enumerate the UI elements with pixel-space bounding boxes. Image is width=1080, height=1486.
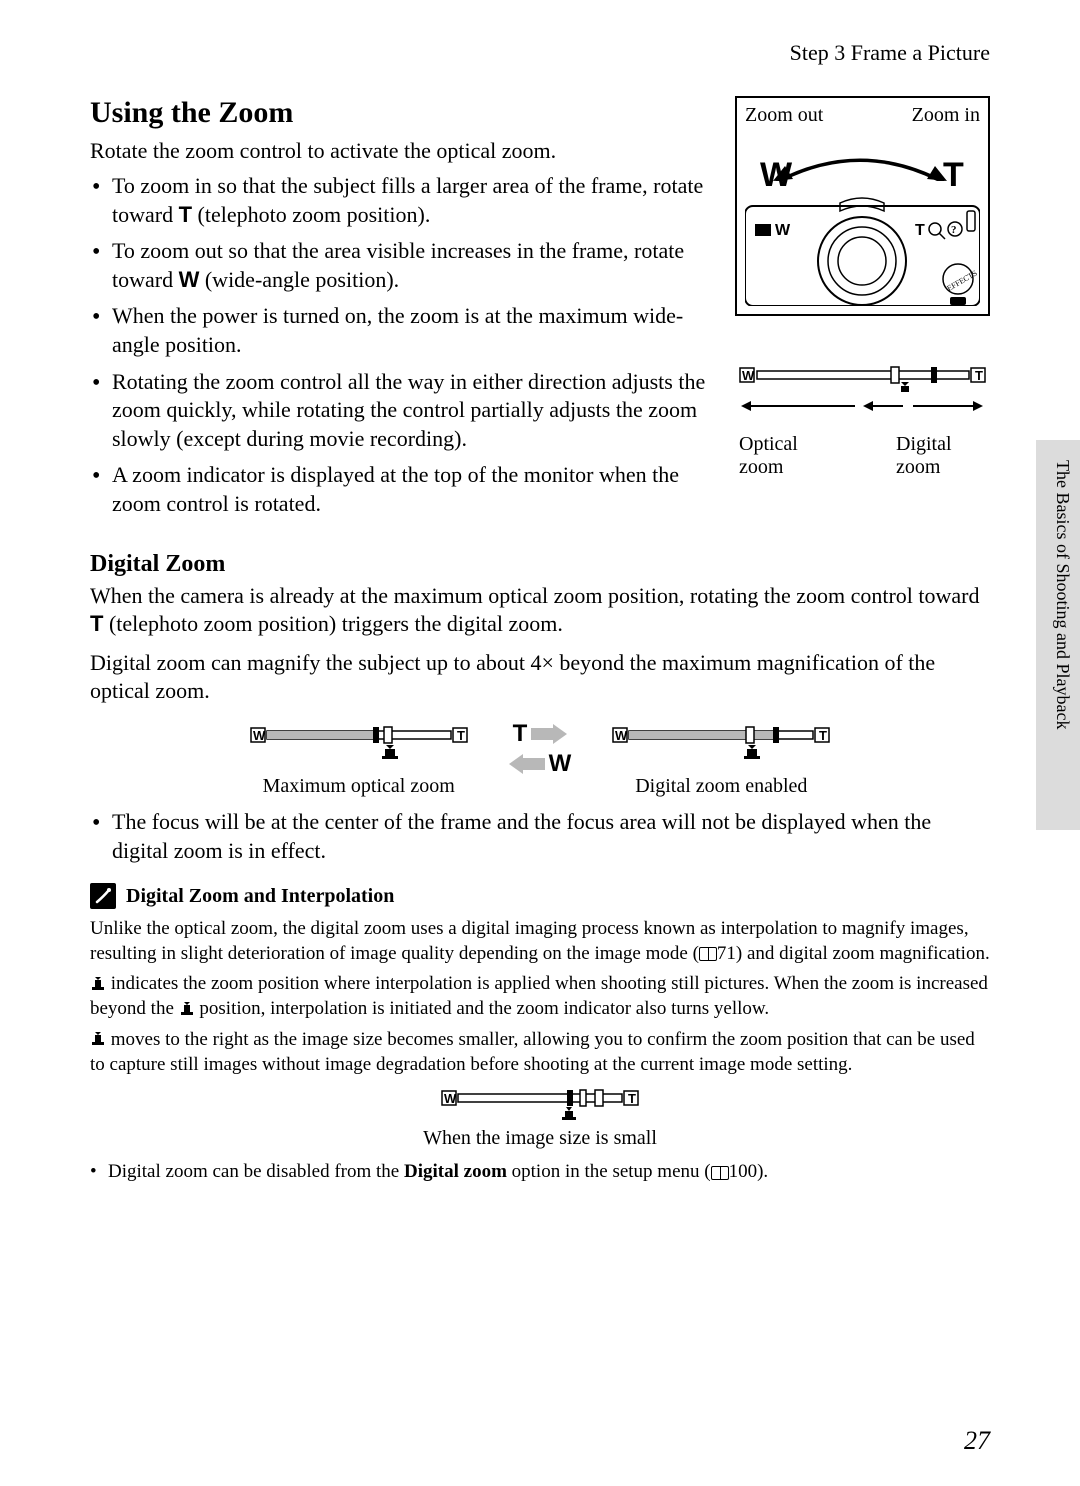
paragraph: Digital zoom can magnify the subject up … [90, 649, 990, 706]
page-header: Step 3 Frame a Picture [90, 40, 990, 66]
zoom-indicator-diagram: W T Optical zoom Digital zoom [735, 364, 990, 479]
note-paragraph: indicates the zoom position where interp… [90, 972, 990, 1021]
svg-text:W: W [444, 1091, 457, 1106]
side-tab-text: The Basics of Shooting and Playback [1052, 460, 1073, 729]
diagrams-column: Zoom out Zoom in W T W T [735, 96, 990, 527]
note-icon [90, 883, 116, 909]
bullet-item: The focus will be at the center of the f… [112, 808, 990, 865]
marker-icon [90, 977, 106, 993]
svg-text:?: ? [951, 224, 957, 236]
camera-diagram: Zoom out Zoom in W T W T [735, 96, 990, 316]
small-bar-diagram: W T When the image size is small [90, 1087, 990, 1150]
t-label: T [943, 156, 964, 194]
bullet-item: Rotating the zoom control all the way in… [112, 368, 715, 454]
page-number: 27 [964, 1426, 990, 1456]
svg-text:T: T [457, 728, 465, 743]
zoom-comparison-row: W T Maximum optical zoom T W W T [90, 720, 990, 798]
svg-text:T: T [975, 368, 983, 383]
note-bullet: Digital zoom can be disabled from the Di… [90, 1160, 990, 1185]
svg-text:W: W [742, 368, 755, 383]
bullet-list: To zoom in so that the subject fills a l… [90, 172, 715, 519]
zoom-out-label: Zoom out [745, 104, 823, 127]
svg-text:T: T [915, 222, 925, 239]
bullet-item: A zoom indicator is displayed at the top… [112, 461, 682, 518]
w-label: W [760, 156, 793, 194]
camera-svg: W T W T ? EFFECTS [745, 131, 980, 306]
svg-text:T: T [628, 1091, 636, 1106]
bullet-item: When the power is turned on, the zoom is… [112, 302, 715, 359]
svg-text:W: W [775, 222, 791, 239]
book-icon [711, 1166, 729, 1180]
note-header: Digital Zoom and Interpolation [90, 883, 990, 909]
note-paragraph: Unlike the optical zoom, the digital zoo… [90, 917, 990, 966]
subsection-title: Digital Zoom [90, 551, 990, 578]
tw-arrows: T W [509, 720, 572, 778]
digital-enabled-bar: W T Digital zoom enabled [611, 724, 831, 798]
bullet-item: To zoom in so that the subject fills a l… [112, 172, 715, 229]
marker-icon [179, 1002, 195, 1018]
svg-text:EFFECTS: EFFECTS [945, 268, 978, 292]
indicator-svg: W T [735, 364, 990, 424]
book-icon [699, 947, 717, 961]
svg-text:W: W [615, 728, 628, 743]
svg-text:T: T [819, 728, 827, 743]
section-title: Using the Zoom [90, 96, 715, 130]
zoom-in-label: Zoom in [912, 104, 980, 127]
max-optical-bar: W T Maximum optical zoom [249, 724, 469, 798]
digital-zoom-label: Digital zoom [896, 433, 986, 479]
bullet-list-2: The focus will be at the center of the f… [90, 808, 990, 865]
note-title: Digital Zoom and Interpolation [126, 885, 394, 908]
note-paragraph: moves to the right as the image size bec… [90, 1028, 990, 1077]
bullet-item: To zoom out so that the area visible inc… [112, 237, 715, 294]
intro-text: Rotate the zoom control to activate the … [90, 138, 715, 164]
svg-text:W: W [253, 728, 266, 743]
optical-zoom-label: Optical zoom [739, 433, 829, 479]
paragraph: When the camera is already at the maximu… [90, 582, 990, 639]
marker-icon [90, 1032, 106, 1048]
